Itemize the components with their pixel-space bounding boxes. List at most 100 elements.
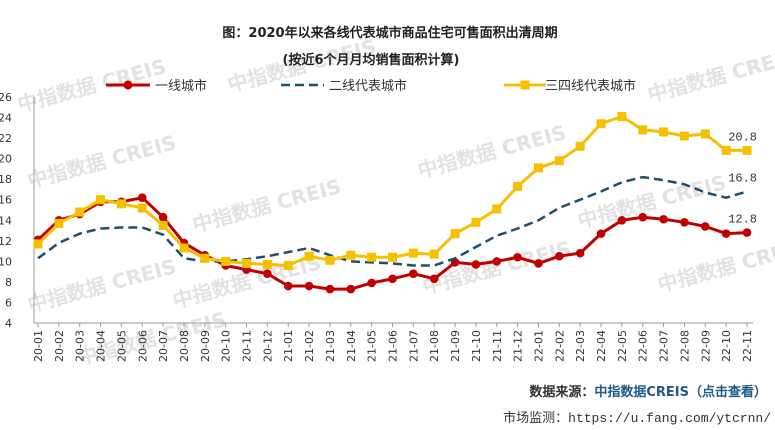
point-tier34 — [533, 163, 543, 173]
end-label-tier34: 20.8 — [728, 130, 757, 144]
watermark-4: 中指数据 CREIS — [25, 130, 179, 193]
x-tick-label: 22-02 — [553, 330, 566, 362]
x-tick-label: 21-06 — [387, 330, 400, 362]
x-tick-label: 21-04 — [345, 330, 358, 362]
market-monitor-note: 市场监测：https://u.fang.com/ytcrnn/ — [503, 407, 771, 426]
point-tier1 — [304, 281, 314, 291]
point-tier1 — [409, 269, 418, 278]
x-tick-label: 21-08 — [428, 330, 441, 362]
y-tick-label: 18 — [0, 173, 12, 186]
legend-label-tier34: 三四线代表城市 — [545, 78, 636, 94]
y-tick-label: 20 — [0, 153, 12, 166]
data-source-link[interactable]: 中指数据CREIS（点击查看） — [594, 385, 767, 400]
point-tier34 — [492, 204, 502, 214]
point-tier1 — [367, 278, 376, 288]
x-tick-label: 21-05 — [366, 330, 379, 362]
x-tick-label: 21-02 — [303, 330, 316, 362]
point-tier1 — [263, 269, 272, 278]
x-tick-label: 20-11 — [241, 330, 254, 362]
watermark-9: 中指数据 CREIS — [655, 234, 775, 297]
point-tier1 — [388, 274, 397, 284]
point-tier34 — [638, 125, 648, 135]
x-tick-label: 20-05 — [115, 330, 128, 362]
point-tier34 — [116, 199, 126, 209]
point-tier34 — [596, 119, 606, 129]
point-tier1 — [638, 212, 648, 222]
point-tier1 — [492, 257, 502, 266]
end-label-tier2: 16.8 — [728, 172, 757, 186]
x-tick-label: 22-09 — [699, 330, 712, 362]
x-tick-label: 20-02 — [53, 330, 66, 362]
point-tier34 — [575, 141, 585, 151]
legend-marker-tier34 — [520, 80, 530, 90]
y-tick-label: 26 — [0, 91, 12, 104]
point-tier34 — [450, 229, 460, 239]
x-tick-label: 22-11 — [741, 330, 754, 362]
point-tier1 — [346, 284, 356, 294]
x-tick-label: 20-06 — [136, 330, 149, 362]
point-tier34 — [54, 218, 64, 228]
point-tier34 — [158, 220, 168, 230]
point-tier34 — [179, 243, 189, 253]
watermark-10: 中指数据 CREIS — [25, 254, 179, 317]
x-tick-label: 21-09 — [449, 330, 462, 362]
point-tier1 — [700, 222, 710, 231]
y-tick-label: 22 — [0, 132, 12, 145]
data-source-prefix: 数据来源： — [529, 385, 595, 400]
watermark-3: 中指数据 CREIS — [645, 44, 775, 107]
point-tier34 — [283, 260, 293, 270]
point-tier1 — [596, 229, 606, 238]
legend-item-tier1: 一线城市 — [106, 78, 207, 94]
point-tier1 — [283, 281, 293, 291]
x-tick-label: 22-03 — [574, 330, 587, 362]
x-tick-label: 20-09 — [199, 330, 212, 362]
data-source-note: 数据来源：中指数据CREIS（点击查看） — [529, 381, 767, 400]
point-tier1 — [555, 251, 564, 261]
point-tier1 — [471, 260, 481, 269]
point-tier1 — [742, 228, 752, 237]
x-tick-label: 21-07 — [407, 330, 420, 362]
point-tier34 — [242, 258, 252, 268]
x-tick-label: 21-12 — [512, 330, 525, 362]
x-tick-label: 21-01 — [282, 330, 295, 362]
point-tier34 — [304, 251, 314, 261]
x-tick-label: 21-03 — [324, 330, 337, 362]
point-tier1 — [137, 193, 147, 202]
point-tier34 — [200, 253, 210, 263]
watermark-2: 中指数据 CREIS — [415, 120, 569, 183]
x-tick-label: 22-04 — [595, 330, 608, 362]
y-tick-label: 4 — [5, 317, 12, 330]
market-monitor-url[interactable]: https://u.fang.com/ytcrnn/ — [568, 411, 771, 426]
point-tier1 — [575, 248, 585, 258]
point-tier1 — [158, 212, 168, 222]
plot-area — [33, 112, 752, 294]
x-tick-label: 20-01 — [32, 330, 45, 362]
point-tier1 — [513, 252, 522, 262]
point-tier34 — [408, 248, 418, 258]
point-tier1 — [680, 218, 689, 227]
point-tier34 — [429, 249, 439, 259]
x-tick-label: 22-06 — [637, 330, 650, 362]
point-tier1 — [659, 214, 668, 224]
point-tier34 — [388, 252, 397, 262]
x-tick-label: 22-05 — [616, 330, 629, 362]
point-tier1 — [325, 284, 335, 294]
end-labels: 12.8 16.8 20.8 — [728, 130, 757, 226]
point-tier34 — [513, 181, 523, 191]
end-label-tier1: 12.8 — [728, 213, 757, 227]
x-tick-label: 22-01 — [532, 330, 545, 362]
point-tier34 — [262, 259, 272, 269]
y-tick-label: 16 — [0, 194, 12, 207]
x-tick-label: 22-07 — [658, 330, 671, 362]
y-axis: 4 6 8 10 12 14 16 18 20 22 24 26 — [0, 91, 35, 330]
legend-item-tier34: 三四线代表城市 — [504, 78, 636, 94]
point-tier1 — [534, 259, 543, 268]
point-tier34 — [137, 203, 147, 213]
point-tier34 — [221, 256, 231, 266]
x-tick-label: 20-08 — [178, 330, 191, 362]
x-tick-label: 20-03 — [74, 330, 87, 362]
x-tick-label: 21-10 — [470, 330, 483, 362]
legend-label-tier2: 二线代表城市 — [329, 78, 407, 94]
watermark-5: 中指数据 CREIS — [190, 174, 344, 237]
